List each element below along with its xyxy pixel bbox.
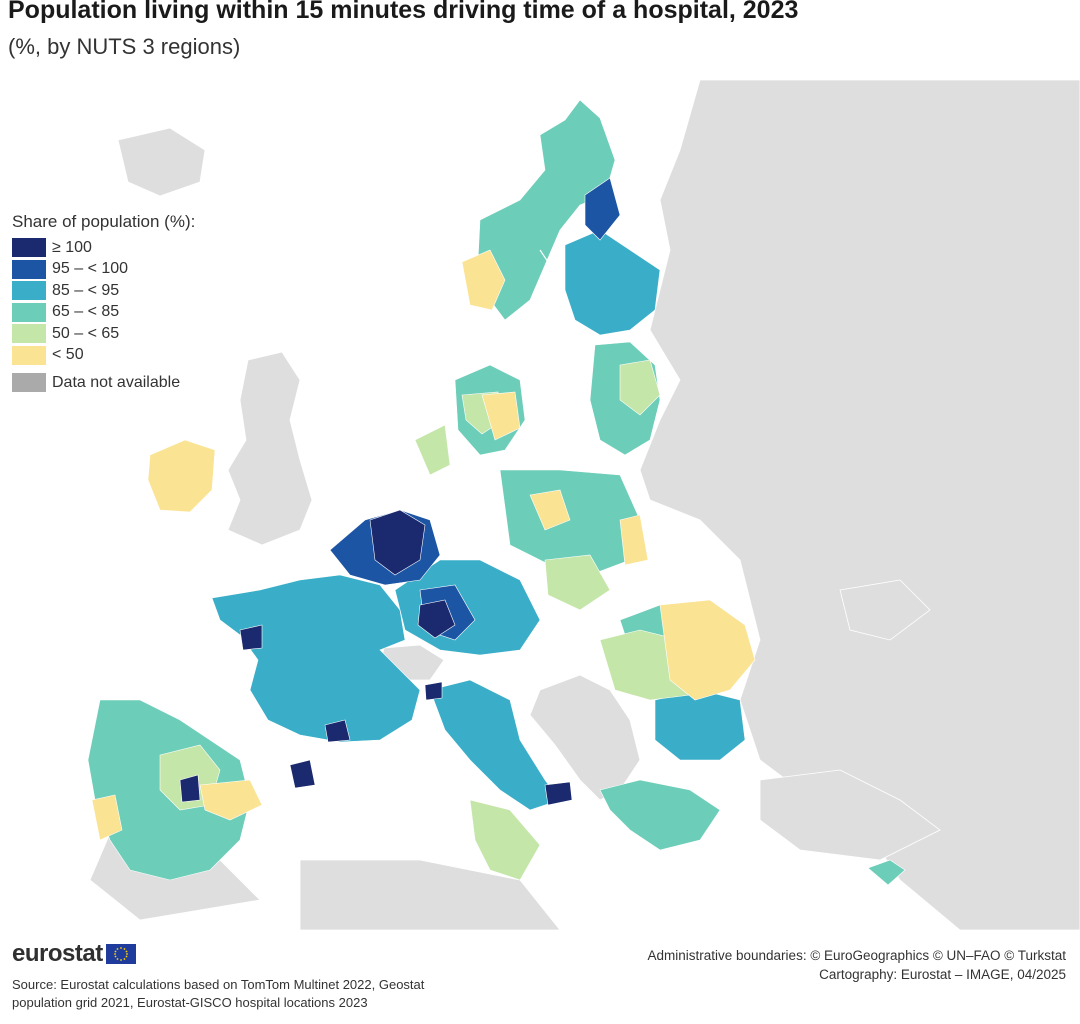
legend-label: Data not available (52, 373, 181, 391)
legend-item: < 50 (12, 345, 195, 367)
source-note: Source: Eurostat calculations based on T… (12, 976, 502, 1012)
cartography-credit: Cartography: Eurostat – IMAGE, 04/2025 (819, 967, 1066, 982)
legend-item: 65 – < 85 (12, 302, 195, 324)
map-legend: Share of population (%): ≥ 100 95 – < 10… (12, 212, 195, 394)
legend-swatch (12, 302, 46, 322)
non-eu-land (89, 79, 1080, 930)
legend-title: Share of population (%): (12, 212, 196, 231)
legend-label: 95 – < 100 (52, 260, 129, 278)
map-title: Population living within 15 minutes driv… (8, 0, 799, 24)
legend-swatch (12, 238, 46, 258)
source-line: population grid 2021, Eurostat-GISCO hos… (12, 995, 368, 1010)
legend-label: < 50 (52, 346, 84, 364)
legend-item: 95 – < 100 (12, 259, 195, 281)
region-class-below-50 (91, 249, 756, 841)
footer-right: Administrative boundaries: © EuroGeograp… (647, 946, 1066, 984)
eurostat-logo: eurostat (12, 940, 502, 968)
region-class-100-plus (179, 509, 573, 806)
map-subtitle: (%, by NUTS 3 regions) (8, 34, 241, 59)
legend-swatch (12, 324, 46, 344)
region-class-85-95 (211, 229, 746, 811)
eu-flag-icon (105, 944, 136, 964)
legend-label: ≥ 100 (52, 238, 92, 256)
legend-swatch (12, 373, 46, 393)
legend-swatch (12, 345, 46, 365)
legend-item: ≥ 100 (12, 237, 195, 259)
footer-left: eurostat Source: Eurostat calculations b… (12, 940, 502, 1012)
choropleth-map (87, 79, 1080, 930)
legend-item: 85 – < 95 (12, 280, 195, 302)
logo-text: eurostat (12, 940, 103, 967)
legend-swatch (12, 281, 46, 301)
legend-item: 50 – < 65 (12, 323, 195, 345)
boundaries-credit: Administrative boundaries: © EuroGeograp… (647, 948, 1066, 963)
source-line: Source: Eurostat calculations based on T… (12, 977, 425, 992)
legend-label: 65 – < 85 (52, 303, 120, 321)
legend-label: 50 – < 65 (52, 324, 120, 342)
legend-swatch (12, 259, 46, 279)
legend-label: 85 – < 95 (52, 281, 120, 299)
sea-lines (539, 249, 561, 361)
legend-item-na: Data not available (12, 372, 195, 394)
